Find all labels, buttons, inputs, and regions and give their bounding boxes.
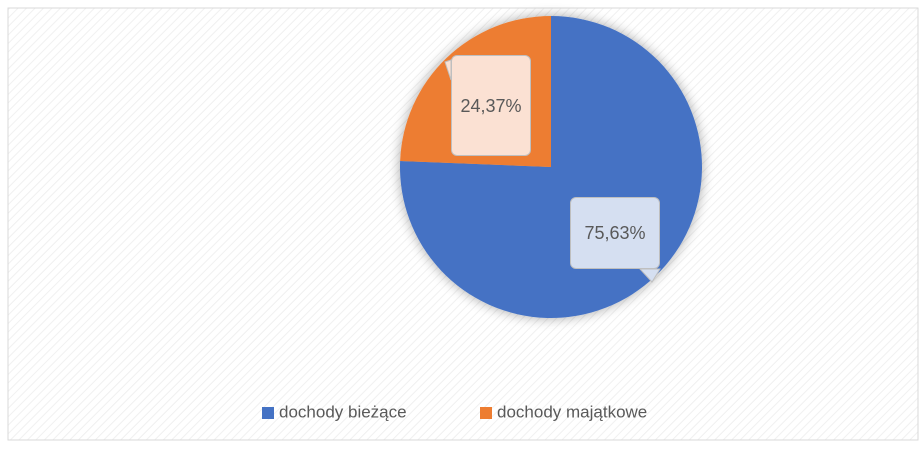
legend-swatch [262, 407, 274, 419]
data-label: 75,63% [570, 197, 660, 269]
data-label: 24,37% [451, 55, 531, 156]
legend-label: dochody majątkowe [497, 402, 647, 421]
label-callout [638, 268, 661, 283]
legend-label: dochody bieżące [279, 402, 407, 421]
legend-swatch [480, 407, 492, 419]
